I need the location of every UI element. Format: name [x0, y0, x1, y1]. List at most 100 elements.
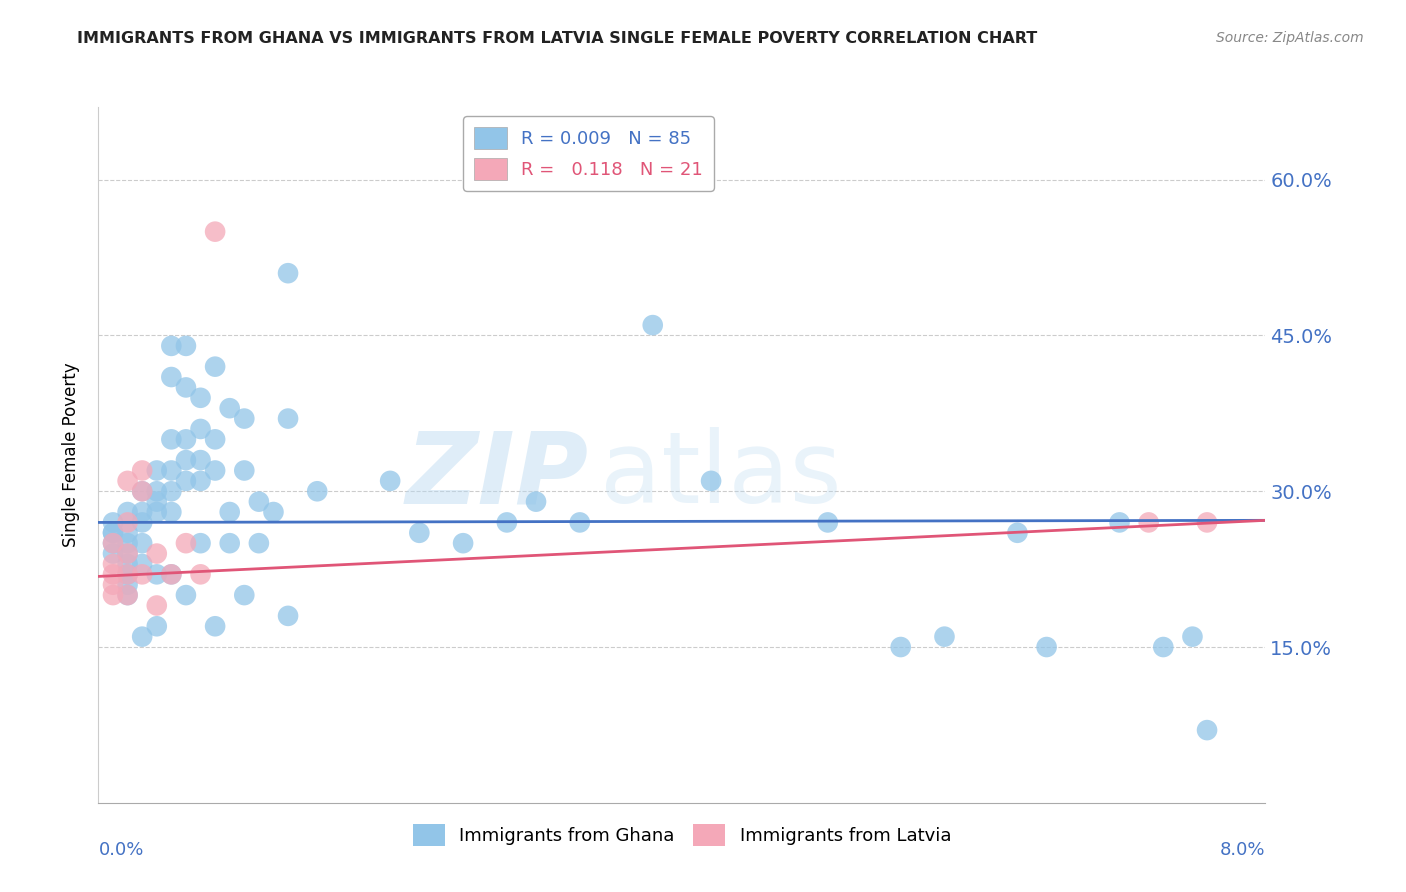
Point [131, 463, 153, 477]
Point [1035, 640, 1057, 654]
Text: atlas: atlas [600, 427, 842, 524]
Point [160, 370, 183, 384]
Point [131, 484, 153, 499]
Point [160, 339, 183, 353]
Point [307, 484, 329, 499]
Point [131, 630, 153, 644]
Point [131, 484, 153, 499]
Point [262, 505, 284, 519]
Point [190, 391, 212, 405]
Point [190, 474, 212, 488]
Point [101, 516, 124, 530]
Point [218, 401, 240, 416]
Point [101, 536, 124, 550]
Point [160, 567, 183, 582]
Point [496, 516, 519, 530]
Point [247, 494, 270, 508]
Point [117, 588, 139, 602]
Point [1137, 516, 1160, 530]
Point [934, 630, 956, 644]
Text: 8.0%: 8.0% [1220, 841, 1265, 859]
Point [277, 411, 299, 425]
Point [380, 474, 402, 488]
Point [101, 557, 124, 571]
Point [247, 536, 270, 550]
Point [146, 463, 169, 477]
Point [101, 525, 124, 540]
Point [160, 567, 183, 582]
Point [117, 536, 139, 550]
Point [174, 339, 197, 353]
Point [233, 411, 256, 425]
Point [1197, 516, 1219, 530]
Point [1181, 630, 1204, 644]
Point [101, 578, 124, 592]
Point [890, 640, 912, 654]
Point [131, 567, 153, 582]
Point [190, 567, 212, 582]
Point [117, 557, 139, 571]
Point [233, 463, 256, 477]
Point [117, 474, 139, 488]
Point [817, 516, 839, 530]
Point [146, 484, 169, 499]
Point [190, 536, 212, 550]
Point [117, 505, 139, 519]
Point [146, 505, 169, 519]
Point [204, 463, 226, 477]
Point [146, 547, 169, 561]
Point [131, 557, 153, 571]
Point [451, 536, 474, 550]
Point [1108, 516, 1130, 530]
Point [160, 505, 183, 519]
Point [218, 536, 240, 550]
Text: IMMIGRANTS FROM GHANA VS IMMIGRANTS FROM LATVIA SINGLE FEMALE POVERTY CORRELATIO: IMMIGRANTS FROM GHANA VS IMMIGRANTS FROM… [77, 31, 1038, 46]
Point [117, 578, 139, 592]
Point [131, 516, 153, 530]
Point [146, 619, 169, 633]
Point [117, 525, 139, 540]
Legend: Immigrants from Ghana, Immigrants from Latvia: Immigrants from Ghana, Immigrants from L… [405, 816, 959, 853]
Point [218, 505, 240, 519]
Y-axis label: Single Female Poverty: Single Female Poverty [62, 363, 80, 547]
Point [174, 453, 197, 467]
Point [174, 588, 197, 602]
Point [641, 318, 664, 332]
Point [408, 525, 430, 540]
Point [277, 608, 299, 623]
Point [204, 619, 226, 633]
Text: 0.0%: 0.0% [98, 841, 143, 859]
Point [146, 567, 169, 582]
Point [204, 359, 226, 374]
Point [131, 505, 153, 519]
Point [204, 225, 226, 239]
Point [117, 588, 139, 602]
Point [174, 433, 197, 447]
Point [117, 547, 139, 561]
Point [174, 380, 197, 394]
Point [117, 567, 139, 582]
Point [117, 547, 139, 561]
Point [146, 599, 169, 613]
Point [160, 433, 183, 447]
Point [700, 474, 723, 488]
Point [101, 525, 124, 540]
Point [277, 266, 299, 280]
Point [190, 453, 212, 467]
Point [160, 484, 183, 499]
Text: Source: ZipAtlas.com: Source: ZipAtlas.com [1216, 31, 1364, 45]
Point [160, 463, 183, 477]
Point [1197, 723, 1219, 738]
Point [174, 474, 197, 488]
Point [568, 516, 591, 530]
Text: ZIP: ZIP [405, 427, 589, 524]
Point [1152, 640, 1174, 654]
Point [117, 516, 139, 530]
Point [1007, 525, 1029, 540]
Point [101, 536, 124, 550]
Point [101, 588, 124, 602]
Point [146, 494, 169, 508]
Point [190, 422, 212, 436]
Point [233, 588, 256, 602]
Point [204, 433, 226, 447]
